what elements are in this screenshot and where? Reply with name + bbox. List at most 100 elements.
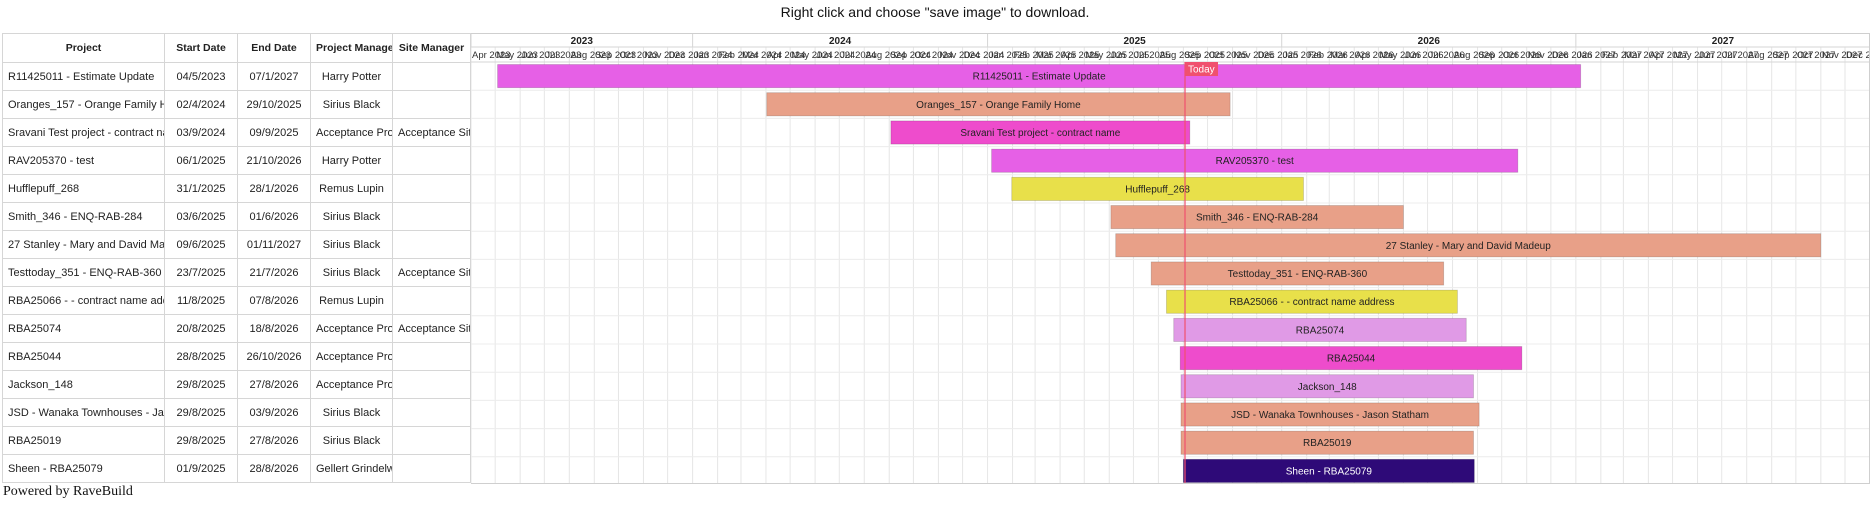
month-label: Sep 2025 bbox=[1184, 50, 1225, 61]
month-label: Sep 2026 bbox=[1479, 50, 1520, 61]
cell-project-manager: Sirius Black bbox=[310, 398, 393, 427]
table-row[interactable]: Hufflepuff_268 31/1/2025 28/1/2026 Remus Lu… bbox=[2, 174, 471, 203]
powered-by-footer: Powered by RaveBuild bbox=[3, 484, 133, 499]
download-instructions: Right click and choose "save image" to d… bbox=[780, 4, 1090, 20]
cell-end-date: 07/8/2026 bbox=[237, 286, 311, 315]
cell-site-manager bbox=[392, 398, 471, 427]
task-bar-label: R11425011 - Estimate Update bbox=[973, 72, 1106, 83]
table-row[interactable]: JSD - Wanaka Townhouses - Jason Statham2… bbox=[2, 398, 471, 427]
cell-project-manager: Harry Potter bbox=[310, 146, 393, 175]
cell-end-date: 26/10/2026 bbox=[237, 342, 311, 371]
month-label: Feb 2024 bbox=[719, 50, 759, 61]
task-bar[interactable] bbox=[1110, 205, 1404, 230]
task-bar[interactable] bbox=[1180, 374, 1474, 399]
task-bar[interactable] bbox=[1180, 402, 1480, 427]
month-label: May 2026 bbox=[1379, 50, 1421, 61]
table-row[interactable]: Oranges_157 - Orange Family Home02/4/202… bbox=[2, 90, 471, 119]
cell-project: Hufflepuff_268 bbox=[2, 174, 165, 203]
table-row[interactable]: Testtoday_351 - ENQ-RAB-360 23/7/2025 21/7… bbox=[2, 258, 471, 287]
table-row[interactable]: R11425011 - Estimate Update 04/5/2023 07/1… bbox=[2, 62, 471, 91]
cell-end-date: 28/1/2026 bbox=[237, 174, 311, 203]
cell-project-manager: Acceptance Project Manager bbox=[310, 314, 393, 343]
month-label: Feb 2025 bbox=[1014, 50, 1054, 61]
cell-project-manager: Gellert Grindelwald bbox=[310, 454, 393, 483]
cell-start-date: 23/7/2025 bbox=[164, 258, 238, 287]
table-row[interactable]: RBA25066 - - contract name address11/8/2… bbox=[2, 286, 471, 315]
task-bar[interactable] bbox=[1011, 176, 1304, 201]
month-label: Aug 2027 bbox=[1748, 50, 1789, 61]
project-grid: Project Start Date End Date Project Mana… bbox=[2, 33, 471, 483]
cell-start-date: 31/1/2025 bbox=[164, 174, 238, 203]
task-bar[interactable] bbox=[1180, 430, 1474, 455]
column-header-project-manager[interactable]: Project Manager bbox=[310, 33, 393, 63]
month-label: Nov 2027 bbox=[1822, 50, 1863, 61]
task-bar[interactable] bbox=[1182, 458, 1475, 483]
task-bar[interactable] bbox=[1179, 346, 1523, 371]
column-header-project[interactable]: Project bbox=[2, 33, 165, 63]
table-row[interactable]: RAV205370 - test 06/1/2025 21/10/2026 Harry… bbox=[2, 146, 471, 175]
column-header-end-date[interactable]: End Date bbox=[237, 33, 311, 63]
task-bar[interactable] bbox=[1150, 261, 1445, 286]
task-bar-label: Jackson_148 bbox=[1298, 382, 1357, 393]
cell-project-manager: Sirius Black bbox=[310, 90, 393, 119]
task-bar[interactable] bbox=[766, 92, 1231, 117]
column-header-start-date[interactable]: Start Date bbox=[164, 33, 238, 63]
task-bar-label: 27 Stanley - Mary and David Madeup bbox=[1386, 241, 1552, 252]
cell-start-date: 20/8/2025 bbox=[164, 314, 238, 343]
task-bar-label: JSD - Wanaka Townhouses - Jason Statham bbox=[1231, 410, 1429, 421]
row-grid bbox=[471, 89, 1869, 458]
month-label: Sep 2027 bbox=[1773, 50, 1814, 61]
cell-end-date: 29/10/2025 bbox=[237, 90, 311, 119]
month-label: Apr 2026 bbox=[1355, 50, 1394, 61]
cell-project: Jackson_148 bbox=[2, 370, 165, 399]
task-bar-label: RBA25019 bbox=[1303, 438, 1352, 449]
cell-start-date: 29/8/2025 bbox=[164, 398, 238, 427]
month-label: Apr 2024 bbox=[767, 50, 806, 61]
task-bar-label: Oranges_157 - Orange Family Home bbox=[916, 100, 1081, 111]
cell-site-manager bbox=[392, 342, 471, 371]
cell-project: RBA25074 bbox=[2, 314, 165, 343]
table-row[interactable]: 27 Stanley - Mary and David Madeup09/6/2… bbox=[2, 230, 471, 259]
cell-project-manager: Sirius Black bbox=[310, 258, 393, 287]
task-bar-label: RBA25044 bbox=[1327, 354, 1376, 365]
cell-project: Smith_346 - ENQ-RAB-284 bbox=[2, 202, 165, 231]
column-header-site-manager[interactable]: Site Manager bbox=[392, 33, 471, 63]
cell-start-date: 06/1/2025 bbox=[164, 146, 238, 175]
task-bar[interactable] bbox=[1115, 233, 1822, 258]
cell-project-manager: Remus Lupin bbox=[310, 286, 393, 315]
cell-site-manager bbox=[392, 426, 471, 455]
month-label: Aug 2026 bbox=[1454, 50, 1495, 61]
cell-project: RBA25066 - - contract name address bbox=[2, 286, 165, 315]
cell-site-manager bbox=[392, 202, 471, 231]
month-label: Jan 2027 bbox=[1577, 50, 1616, 61]
table-row[interactable]: Sravani Test project - contract name03/9… bbox=[2, 118, 471, 147]
task-bar-label: Hufflepuff_268 bbox=[1125, 184, 1190, 195]
task-bar[interactable] bbox=[890, 120, 1191, 145]
cell-start-date: 28/8/2025 bbox=[164, 342, 238, 371]
year-label: 2027 bbox=[1712, 36, 1735, 47]
task-bar[interactable] bbox=[497, 64, 1582, 89]
task-bar-label: Sravani Test project - contract name bbox=[960, 128, 1120, 139]
cell-project-manager: Sirius Black bbox=[310, 230, 393, 259]
grid-header-row: Project Start Date End Date Project Mana… bbox=[2, 33, 471, 63]
cell-end-date: 01/11/2027 bbox=[237, 230, 311, 259]
table-row[interactable]: Smith_346 - ENQ-RAB-284 03/6/2025 01/6/202… bbox=[2, 202, 471, 231]
cell-start-date: 03/6/2025 bbox=[164, 202, 238, 231]
task-bar-label: RBA25066 - - contract name address bbox=[1229, 297, 1394, 308]
cell-end-date: 27/8/2026 bbox=[237, 370, 311, 399]
month-label: Jun 2027 bbox=[1699, 50, 1738, 61]
table-row[interactable]: RBA25074 20/8/2025 18/8/2026 Acceptance Pro… bbox=[2, 314, 471, 343]
table-row[interactable]: RBA25019 29/8/2025 27/8/2026 Sirius Black bbox=[2, 426, 471, 455]
table-row[interactable]: RBA25044 28/8/2025 26/10/2026 Acceptance Pr… bbox=[2, 342, 471, 371]
table-row[interactable]: Sheen - RBA25079 01/9/2025 28/8/2026 Geller… bbox=[2, 454, 471, 483]
task-bar[interactable] bbox=[991, 148, 1519, 173]
cell-start-date: 02/4/2024 bbox=[164, 90, 238, 119]
month-label: Jan 2024 bbox=[694, 50, 733, 61]
cell-project-manager: Acceptance Project Manager bbox=[310, 118, 393, 147]
month-label: Oct 2026 bbox=[1503, 50, 1542, 61]
task-bar[interactable] bbox=[1166, 289, 1458, 314]
task-bar[interactable] bbox=[1173, 317, 1467, 342]
table-row[interactable]: Jackson_148 29/8/2025 27/8/2026 Acceptance … bbox=[2, 370, 471, 399]
month-label: Dec 2027 bbox=[1846, 50, 1870, 61]
